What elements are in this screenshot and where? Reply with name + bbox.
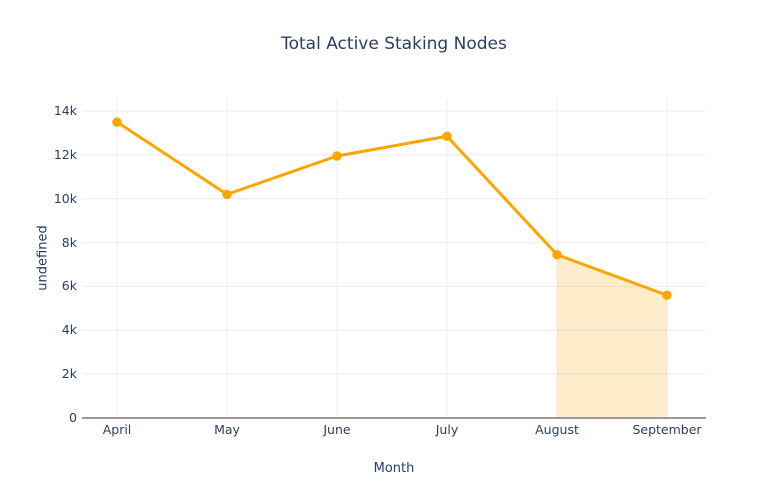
y-tick-label: 6k — [61, 278, 77, 294]
data-point-july[interactable] — [442, 131, 452, 141]
x-tick-label-may: May — [214, 422, 240, 437]
x-tick-label-june: June — [323, 422, 351, 437]
x-tick-label-july: July — [435, 422, 459, 437]
chart-title: Total Active Staking Nodes — [281, 34, 507, 54]
data-point-june[interactable] — [332, 151, 342, 161]
y-tick-label: 12k — [53, 146, 77, 162]
highlight-area — [557, 254, 667, 418]
series-line — [115, 120, 669, 297]
y-tick-label: 14k — [53, 103, 77, 119]
data-point-april[interactable] — [112, 117, 122, 127]
y-tick-label: 10k — [53, 190, 77, 206]
x-tick-label-august: August — [535, 422, 579, 437]
data-point-may[interactable] — [222, 189, 232, 200]
y-tick-label: 2k — [61, 366, 77, 382]
y-tick-label: 0 — [69, 410, 77, 425]
x-tick-label-september: September — [632, 422, 702, 437]
x-tick-label-april: April — [102, 422, 132, 437]
data-point-august[interactable] — [552, 249, 562, 260]
x-axis-title: Month — [373, 461, 415, 476]
y-tick-label: 8k — [61, 234, 77, 250]
data-point-september[interactable] — [662, 290, 672, 300]
y-tick-label: 4k — [61, 322, 77, 338]
